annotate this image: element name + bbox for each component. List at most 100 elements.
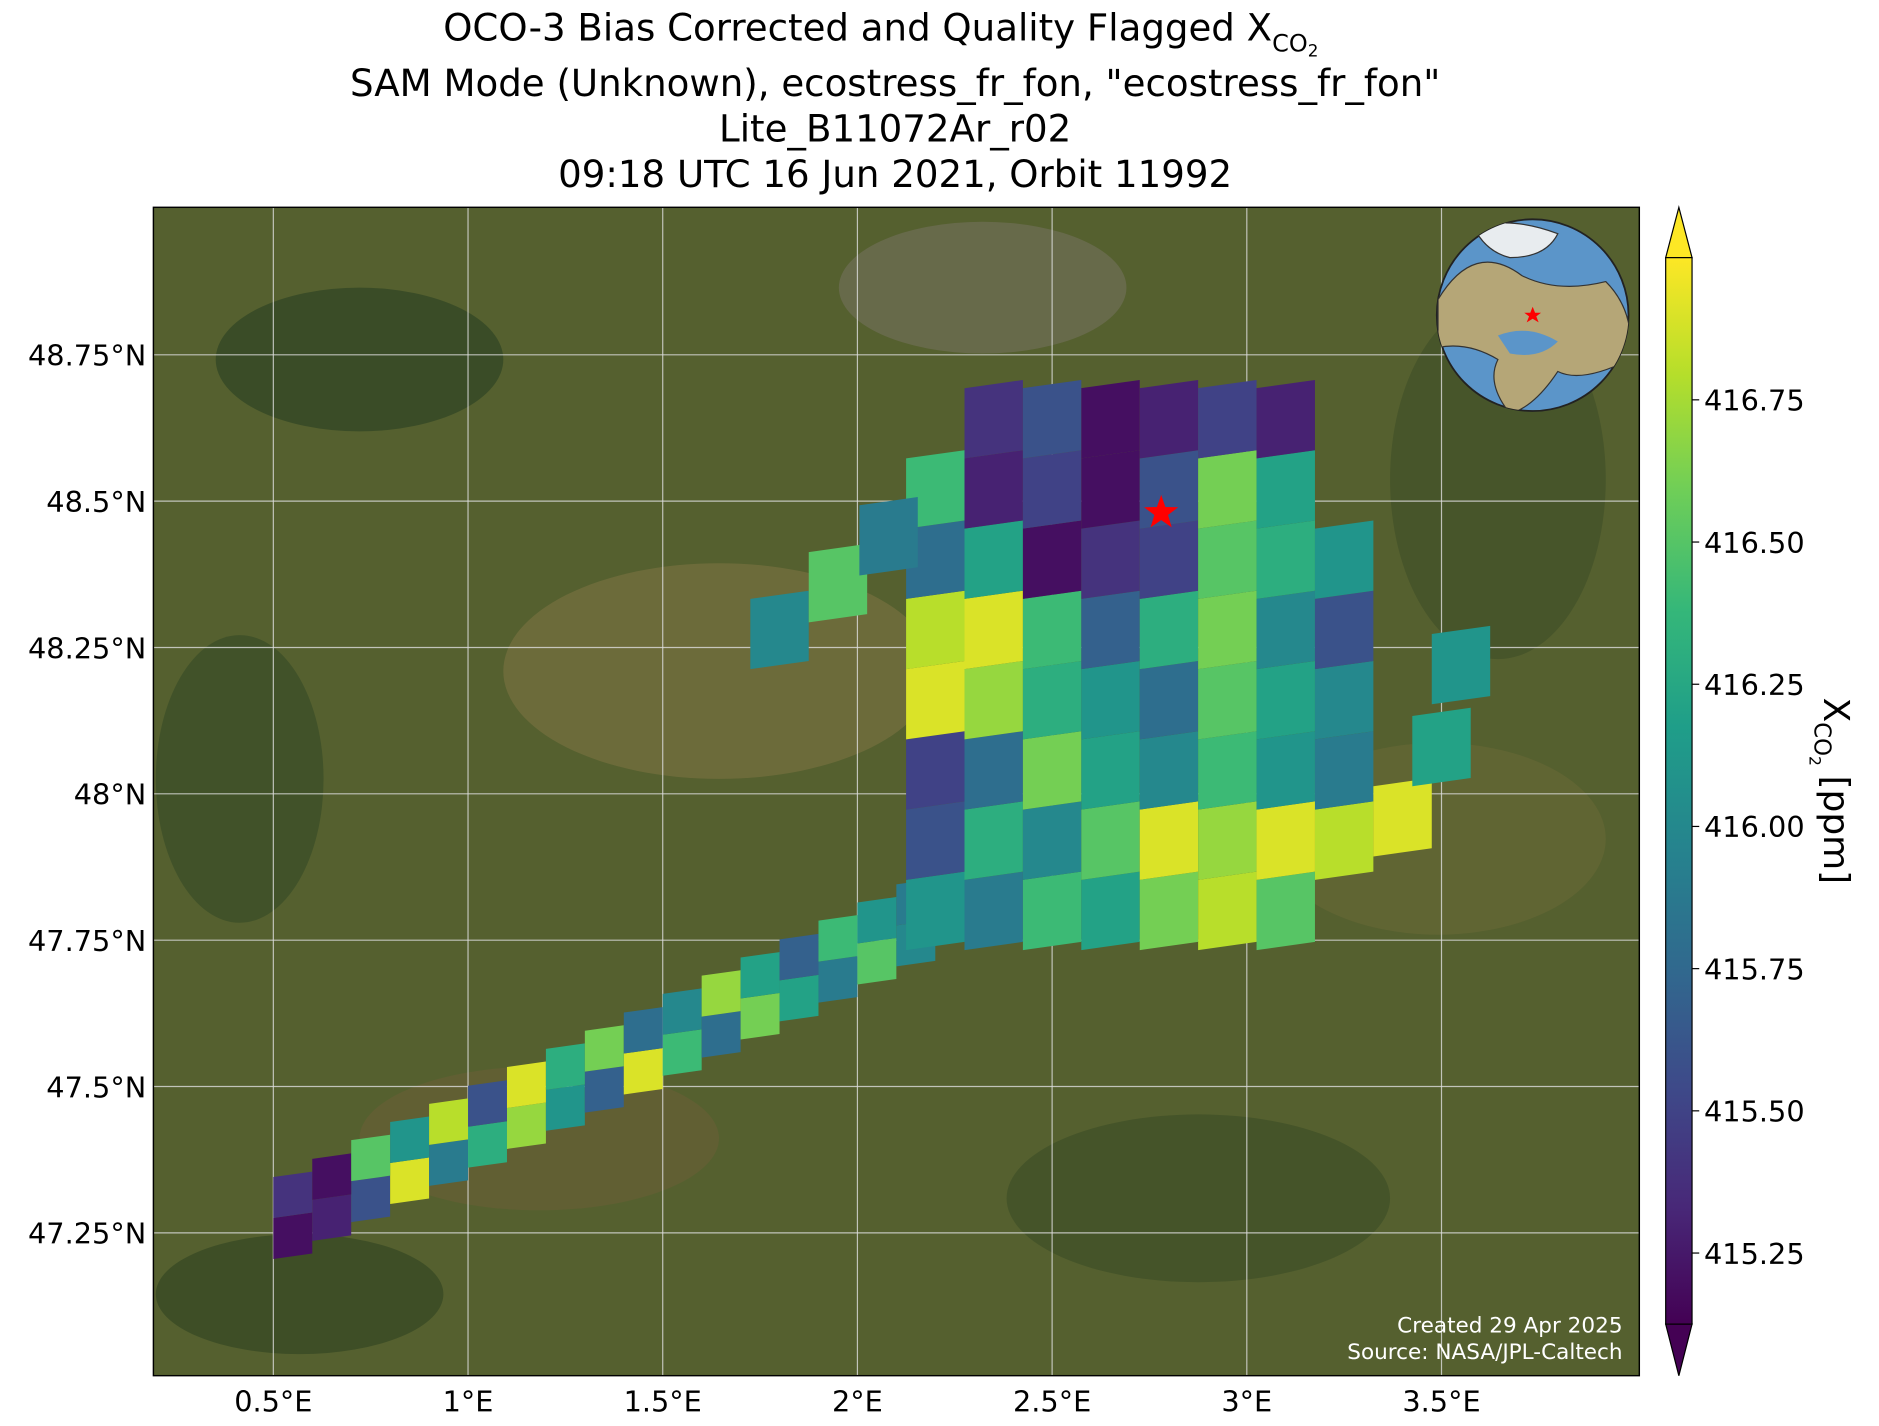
sounding	[1256, 660, 1315, 740]
sounding	[964, 660, 1023, 740]
sounding	[964, 801, 1023, 880]
sounding	[623, 1007, 663, 1054]
globe-inset	[1435, 218, 1630, 412]
sounding	[1139, 731, 1199, 810]
sounding	[1139, 450, 1199, 529]
sounding	[351, 1175, 391, 1223]
sounding	[701, 1011, 741, 1058]
site-layer	[1144, 494, 1179, 528]
sounding	[584, 1025, 624, 1072]
sounding	[584, 1066, 624, 1113]
sounding	[1022, 731, 1082, 810]
sounding	[1198, 450, 1257, 529]
sounding	[1373, 778, 1432, 857]
sounding	[906, 731, 965, 810]
x-tick-label: 2.5°E	[1013, 1385, 1091, 1419]
sounding	[1139, 590, 1199, 670]
sounding	[468, 1080, 507, 1127]
title-line: Lite_B11072Ar_r02	[719, 107, 1071, 150]
sounding	[1081, 379, 1140, 459]
colorbar-tick-label: 416.00	[1704, 810, 1805, 844]
colorbar-tick-label: 416.75	[1704, 384, 1805, 418]
sounding	[808, 543, 868, 623]
sounding	[1139, 801, 1199, 880]
x-tick-label: 0.5°E	[234, 1385, 312, 1419]
sounding	[779, 974, 819, 1022]
sounding	[857, 938, 897, 985]
sounding	[1081, 520, 1140, 599]
x-tick-label: 2°E	[832, 1385, 883, 1419]
sounding	[964, 520, 1023, 599]
sounding	[1314, 520, 1374, 599]
colorbar-tick-label: 415.75	[1704, 952, 1805, 986]
sounding	[506, 1102, 546, 1149]
sounding	[857, 897, 897, 944]
y-tick-label: 48.5°N	[46, 485, 146, 519]
sounding	[1081, 871, 1140, 951]
sounding	[351, 1134, 391, 1182]
title-line: 09:18 UTC 16 Jun 2021, Orbit 11992	[558, 153, 1232, 196]
sounding	[1198, 520, 1257, 599]
sounding	[859, 497, 918, 576]
sounding	[273, 1171, 313, 1219]
sounding	[429, 1098, 469, 1145]
sounding	[623, 1048, 663, 1095]
sounding	[750, 590, 809, 670]
sounding	[662, 1029, 702, 1076]
x-tick-label: 3.5°E	[1402, 1385, 1480, 1419]
sounding	[468, 1121, 507, 1168]
sounding	[1081, 590, 1140, 670]
sounding	[1022, 520, 1082, 599]
x-tick-label: 3°E	[1221, 1385, 1272, 1419]
sounding	[1139, 520, 1199, 599]
sounding	[1022, 450, 1082, 529]
sounding	[818, 956, 858, 1003]
sounding	[1139, 871, 1199, 951]
sounding	[906, 450, 965, 529]
sounding	[545, 1043, 585, 1090]
y-tick-label: 47.75°N	[28, 924, 146, 958]
sounding	[740, 993, 780, 1040]
sounding	[1256, 520, 1315, 599]
colorbar-label: XCO2[ppm]	[1805, 698, 1855, 885]
sounding	[1198, 590, 1257, 670]
sounding	[906, 871, 965, 951]
colorbar	[1664, 204, 1693, 1376]
sounding	[1081, 660, 1140, 740]
x-tick-label: 1°E	[443, 1385, 494, 1419]
sounding	[906, 660, 965, 740]
sounding	[906, 520, 965, 599]
sounding	[964, 590, 1023, 670]
sounding	[1314, 660, 1374, 740]
sounding	[1256, 871, 1315, 951]
credit: Created 29 Apr 2025	[1397, 1314, 1622, 1339]
colorbar-tick-label: 416.25	[1704, 668, 1805, 702]
y-tick-label: 48.25°N	[28, 631, 146, 665]
sounding	[906, 801, 965, 880]
sounding	[1198, 731, 1257, 810]
sounding	[1198, 660, 1257, 740]
sounding	[818, 915, 858, 962]
sounding	[1139, 379, 1199, 459]
y-tick-label: 47.5°N	[46, 1070, 146, 1104]
sounding	[1412, 707, 1471, 787]
y-tick-label: 47.25°N	[28, 1217, 146, 1251]
sounding	[1198, 801, 1257, 880]
sounding	[506, 1061, 546, 1108]
colorbar-tick-label: 416.50	[1704, 526, 1805, 560]
site-marker	[1144, 494, 1179, 528]
title-line: OCO-3 Bias Corrected and Quality Flagged…	[443, 7, 1318, 61]
sounding	[701, 970, 741, 1017]
sounding	[1081, 450, 1140, 529]
sounding	[740, 952, 780, 999]
sounding	[1314, 801, 1374, 880]
sounding	[1022, 379, 1082, 459]
sounding	[964, 871, 1023, 951]
sounding	[1081, 731, 1140, 810]
sounding	[1314, 731, 1374, 810]
sounding	[964, 379, 1023, 459]
sounding	[545, 1084, 585, 1131]
y-tick-label: 48°N	[74, 778, 146, 812]
sounding	[906, 590, 965, 670]
